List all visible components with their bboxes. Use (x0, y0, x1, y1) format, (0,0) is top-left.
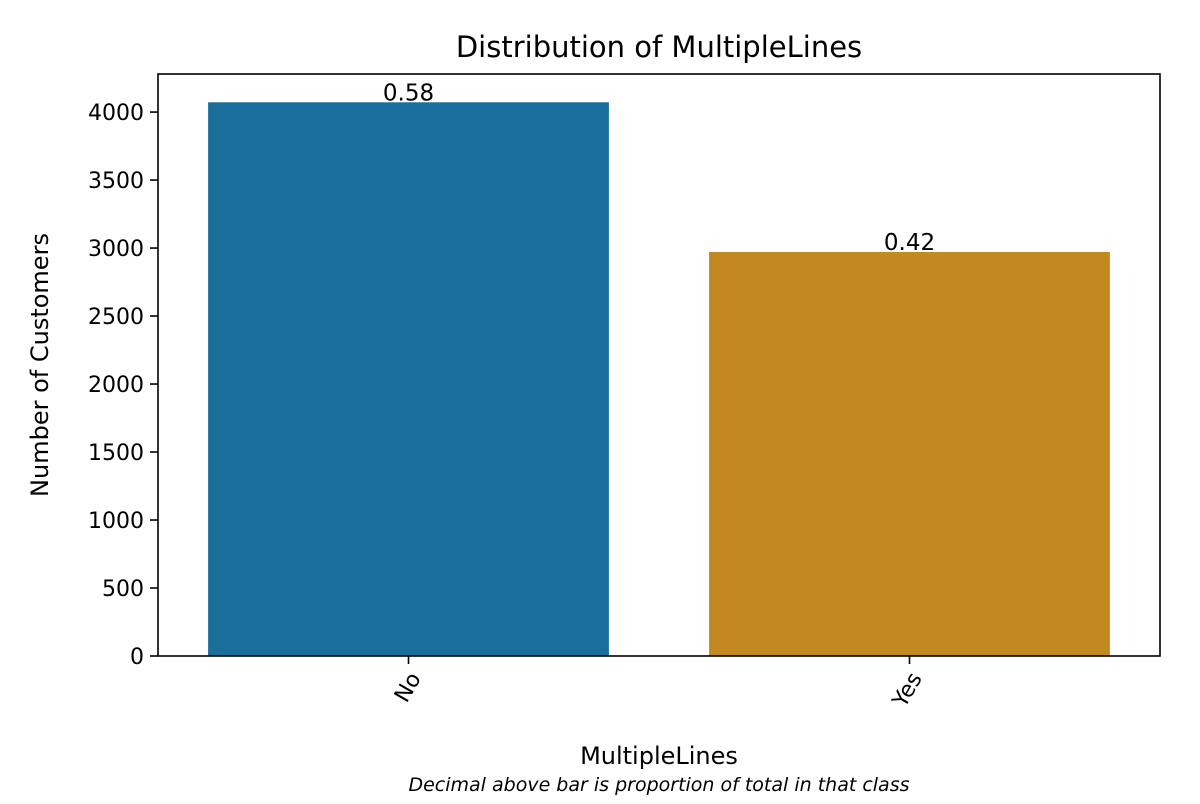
y-tick-label: 500 (102, 577, 144, 602)
chart-footnote: Decimal above bar is proportion of total… (408, 774, 909, 796)
chart-title: Distribution of MultipleLines (456, 30, 862, 64)
y-tick-label: 4000 (88, 101, 144, 126)
y-tick-label: 1000 (88, 509, 144, 534)
bars-layer (208, 102, 1110, 657)
bar-no (208, 102, 609, 656)
y-tick-label: 3000 (88, 237, 144, 262)
x-axis-label: MultipleLines (580, 742, 738, 770)
x-tick-label: No (390, 669, 427, 707)
y-axis: 0 500 1000 1500 2000 2500 3000 3500 4000 (88, 101, 158, 670)
x-axis: No Yes (390, 656, 928, 713)
bar-yes (709, 251, 1110, 657)
x-tick-label: Yes (888, 669, 928, 713)
y-tick-label: 2500 (88, 305, 144, 330)
plot-area-frame (157, 73, 1161, 657)
y-tick-label: 3500 (88, 169, 144, 194)
y-tick-label: 1500 (88, 441, 144, 466)
y-tick-label: 0 (130, 645, 144, 670)
bar-value-label: 0.42 (884, 230, 935, 256)
y-tick-label: 2000 (88, 373, 144, 398)
bar-value-label: 0.58 (383, 80, 434, 106)
data-labels-layer: 0.58 0.42 (383, 80, 935, 256)
y-axis-label: Number of Customers (26, 233, 54, 497)
